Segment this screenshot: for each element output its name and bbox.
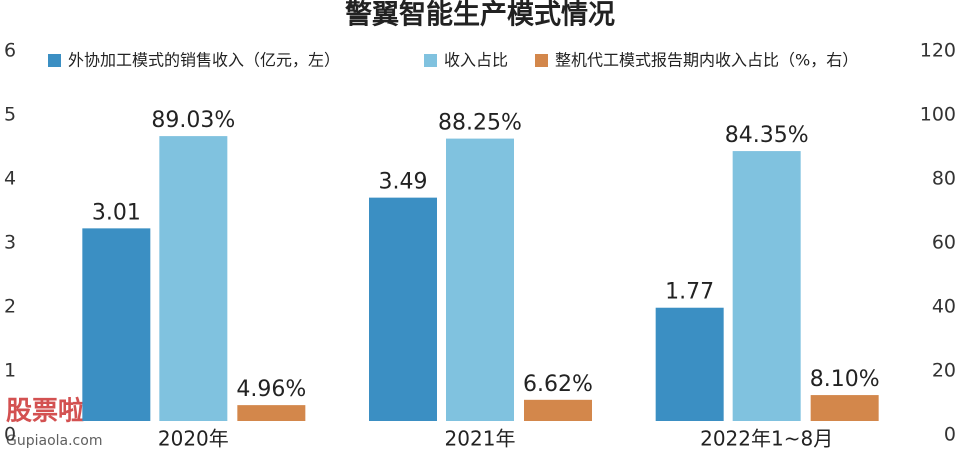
data-label: 3.01 (92, 200, 141, 225)
y2-tick-label: 100 (920, 104, 956, 126)
y-tick-label: 3 (4, 232, 16, 254)
y-tick-label: 2 (4, 296, 16, 318)
bar (810, 395, 879, 421)
y2-tick-label: 0 (944, 424, 956, 446)
y2-tick-label: 80 (932, 168, 956, 190)
bar (655, 307, 724, 421)
watermark: 股票啦 (6, 396, 84, 427)
x-tick-label: 2022年1~8月 (700, 427, 833, 451)
data-label: 3.49 (379, 170, 428, 195)
bar (732, 151, 801, 421)
y2-tick-label: 20 (932, 360, 956, 382)
chart-title: 警翼智能生产模式情况 (345, 0, 615, 31)
y-tick-label: 1 (4, 360, 16, 382)
data-label: 4.96% (236, 377, 306, 402)
x-tick-label: 2020年 (158, 427, 229, 451)
bar (369, 197, 437, 421)
legend-label: 外协加工模式的销售收入（亿元，左） (68, 51, 340, 70)
y-tick-label: 6 (4, 40, 16, 62)
y-tick-label: 0 (4, 424, 16, 446)
legend-label: 整机代工模式报告期内收入占比（%，右） (555, 51, 858, 70)
watermark: Gupiaola.com (6, 433, 102, 449)
legend-swatch (48, 54, 61, 67)
y-tick-label: 5 (4, 104, 16, 126)
x-tick-label: 2021年 (445, 427, 516, 451)
bar (82, 228, 151, 421)
bar (446, 138, 514, 421)
y2-tick-label: 120 (920, 40, 956, 62)
data-label: 88.25% (438, 111, 522, 136)
data-label: 6.62% (523, 372, 593, 397)
data-label: 84.35% (725, 123, 809, 148)
bar (237, 405, 306, 421)
bar (159, 136, 228, 421)
legend-swatch (424, 54, 437, 67)
data-label: 1.77 (665, 280, 714, 305)
data-label: 89.03% (151, 108, 235, 133)
bar (524, 399, 592, 421)
data-label: 8.10% (810, 367, 880, 392)
y2-tick-label: 40 (932, 296, 956, 318)
legend-swatch (535, 54, 548, 67)
legend-label: 收入占比 (444, 51, 508, 70)
y-tick-label: 4 (4, 168, 16, 190)
y2-tick-label: 60 (932, 232, 956, 254)
